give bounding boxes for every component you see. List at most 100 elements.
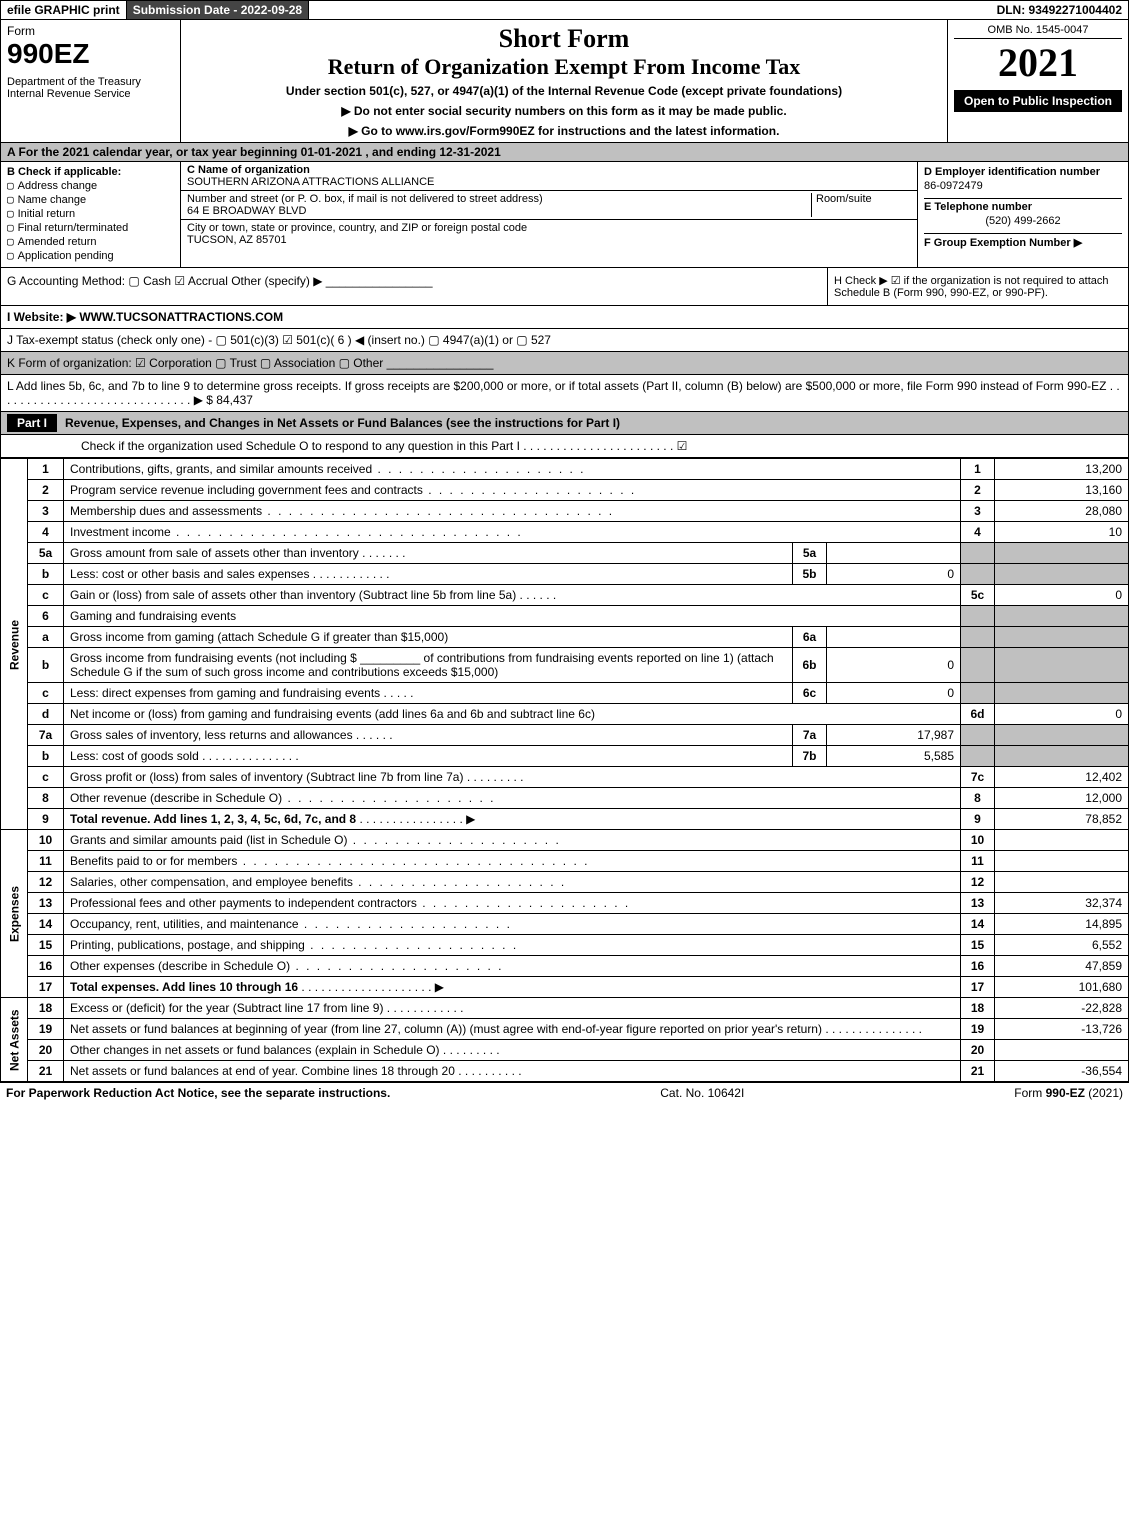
row-l: L Add lines 5b, 6c, and 7b to line 9 to … <box>0 375 1129 412</box>
part1-title: Revenue, Expenses, and Changes in Net As… <box>57 416 620 430</box>
line-num: 9 <box>28 809 64 830</box>
org-name-label: C Name of organization <box>187 164 911 176</box>
line-num: 20 <box>28 1040 64 1061</box>
line-ref: 15 <box>961 935 995 956</box>
line-desc: Salaries, other compensation, and employ… <box>64 872 961 893</box>
line-num: 17 <box>28 977 64 998</box>
shaded-cell <box>961 606 995 627</box>
line-desc: Net income or (loss) from gaming and fun… <box>64 704 961 725</box>
line-num: 14 <box>28 914 64 935</box>
line-amount <box>995 830 1129 851</box>
shaded-cell <box>961 683 995 704</box>
line-desc: Excess or (deficit) for the year (Subtra… <box>64 998 961 1019</box>
shaded-cell <box>995 683 1129 704</box>
line-num: 19 <box>28 1019 64 1040</box>
line-amount <box>995 851 1129 872</box>
line-num: 10 <box>28 830 64 851</box>
line-desc: Total revenue. Add lines 1, 2, 3, 4, 5c,… <box>64 809 961 830</box>
checkbox-icon[interactable]: ▢ <box>7 221 14 234</box>
part1-label: Part I <box>7 414 57 432</box>
checkbox-icon[interactable]: ▢ <box>7 249 14 262</box>
checkbox-icon[interactable]: ▢ <box>7 207 14 220</box>
line-desc: Gain or (loss) from sale of assets other… <box>64 585 961 606</box>
line-desc: Gross sales of inventory, less returns a… <box>64 725 793 746</box>
line-num: c <box>28 683 64 704</box>
sub-box-value: 17,987 <box>827 725 961 746</box>
under-section: Under section 501(c), 527, or 4947(a)(1)… <box>187 84 941 98</box>
line-ref: 10 <box>961 830 995 851</box>
line-ref: 16 <box>961 956 995 977</box>
line-amount <box>995 872 1129 893</box>
ein: 86-0972479 <box>924 178 1122 198</box>
shaded-cell <box>961 543 995 564</box>
shaded-cell <box>995 746 1129 767</box>
shaded-cell <box>961 564 995 585</box>
line-desc: Gaming and fundraising events <box>64 606 961 627</box>
sub-box-label: 7b <box>793 746 827 767</box>
line-num: 13 <box>28 893 64 914</box>
line-ref: 18 <box>961 998 995 1019</box>
efile-label: efile GRAPHIC print <box>1 1 127 19</box>
line-ref: 20 <box>961 1040 995 1061</box>
cb-address-change: Address change <box>18 180 98 192</box>
line-num: 12 <box>28 872 64 893</box>
room-suite-label: Room/suite <box>811 193 911 217</box>
line-desc: Occupancy, rent, utilities, and maintena… <box>64 914 961 935</box>
line-desc: Less: cost or other basis and sales expe… <box>64 564 793 585</box>
line-ref: 13 <box>961 893 995 914</box>
group-exemption-label: F Group Exemption Number ▶ <box>924 233 1122 249</box>
row-g: G Accounting Method: ▢ Cash ☑ Accrual Ot… <box>1 268 828 305</box>
footer-form: Form 990-EZ (2021) <box>1014 1086 1123 1100</box>
line-num: 7a <box>28 725 64 746</box>
sub-box-value <box>827 543 961 564</box>
checkbox-icon[interactable]: ▢ <box>7 179 14 192</box>
goto-link[interactable]: ▶ Go to www.irs.gov/Form990EZ for instru… <box>187 124 941 138</box>
line-desc: Gross income from fundraising events (no… <box>64 648 793 683</box>
line-amount: -22,828 <box>995 998 1129 1019</box>
line-desc: Other changes in net assets or fund bala… <box>64 1040 961 1061</box>
line-amount: 0 <box>995 585 1129 606</box>
line-num: 3 <box>28 501 64 522</box>
shaded-cell <box>995 543 1129 564</box>
line-num: b <box>28 746 64 767</box>
cb-app-pending: Application pending <box>18 250 114 262</box>
city-state-zip: TUCSON, AZ 85701 <box>187 234 911 246</box>
line-amount: 6,552 <box>995 935 1129 956</box>
phone: (520) 499-2662 <box>924 213 1122 233</box>
line-desc: Professional fees and other payments to … <box>64 893 961 914</box>
line-ref: 2 <box>961 480 995 501</box>
sub-box-value: 0 <box>827 564 961 585</box>
line-desc: Total expenses. Add lines 10 through 16 … <box>64 977 961 998</box>
line-ref: 6d <box>961 704 995 725</box>
line-num: 11 <box>28 851 64 872</box>
line-num: b <box>28 648 64 683</box>
row-i: I Website: ▶ WWW.TUCSONATTRACTIONS.COM <box>0 306 1129 329</box>
city-label: City or town, state or province, country… <box>187 222 911 234</box>
line-desc: Other revenue (describe in Schedule O) <box>64 788 961 809</box>
line-desc: Contributions, gifts, grants, and simila… <box>64 459 961 480</box>
line-desc: Grants and similar amounts paid (list in… <box>64 830 961 851</box>
sub-box-label: 6b <box>793 648 827 683</box>
line-ref: 8 <box>961 788 995 809</box>
line-ref: 21 <box>961 1061 995 1082</box>
checkbox-icon[interactable]: ▢ <box>7 235 14 248</box>
line-desc: Less: cost of goods sold . . . . . . . .… <box>64 746 793 767</box>
line-desc: Membership dues and assessments <box>64 501 961 522</box>
line-ref: 3 <box>961 501 995 522</box>
line-ref: 19 <box>961 1019 995 1040</box>
line-amount: 13,200 <box>995 459 1129 480</box>
sub-box-label: 5b <box>793 564 827 585</box>
sub-box-value: 0 <box>827 648 961 683</box>
checkbox-icon[interactable]: ▢ <box>7 193 14 206</box>
website-line[interactable]: I Website: ▶ WWW.TUCSONATTRACTIONS.COM <box>7 310 283 324</box>
line-amount: 47,859 <box>995 956 1129 977</box>
top-bar: efile GRAPHIC print Submission Date - 20… <box>0 0 1129 20</box>
line-num: 4 <box>28 522 64 543</box>
shaded-cell <box>995 564 1129 585</box>
line-num: 8 <box>28 788 64 809</box>
omb-number: OMB No. 1545-0047 <box>954 24 1122 39</box>
section-b-label: B Check if applicable: <box>7 166 174 178</box>
street-address: 64 E BROADWAY BLVD <box>187 205 811 217</box>
shaded-cell <box>961 725 995 746</box>
short-form-title: Short Form <box>187 24 941 54</box>
